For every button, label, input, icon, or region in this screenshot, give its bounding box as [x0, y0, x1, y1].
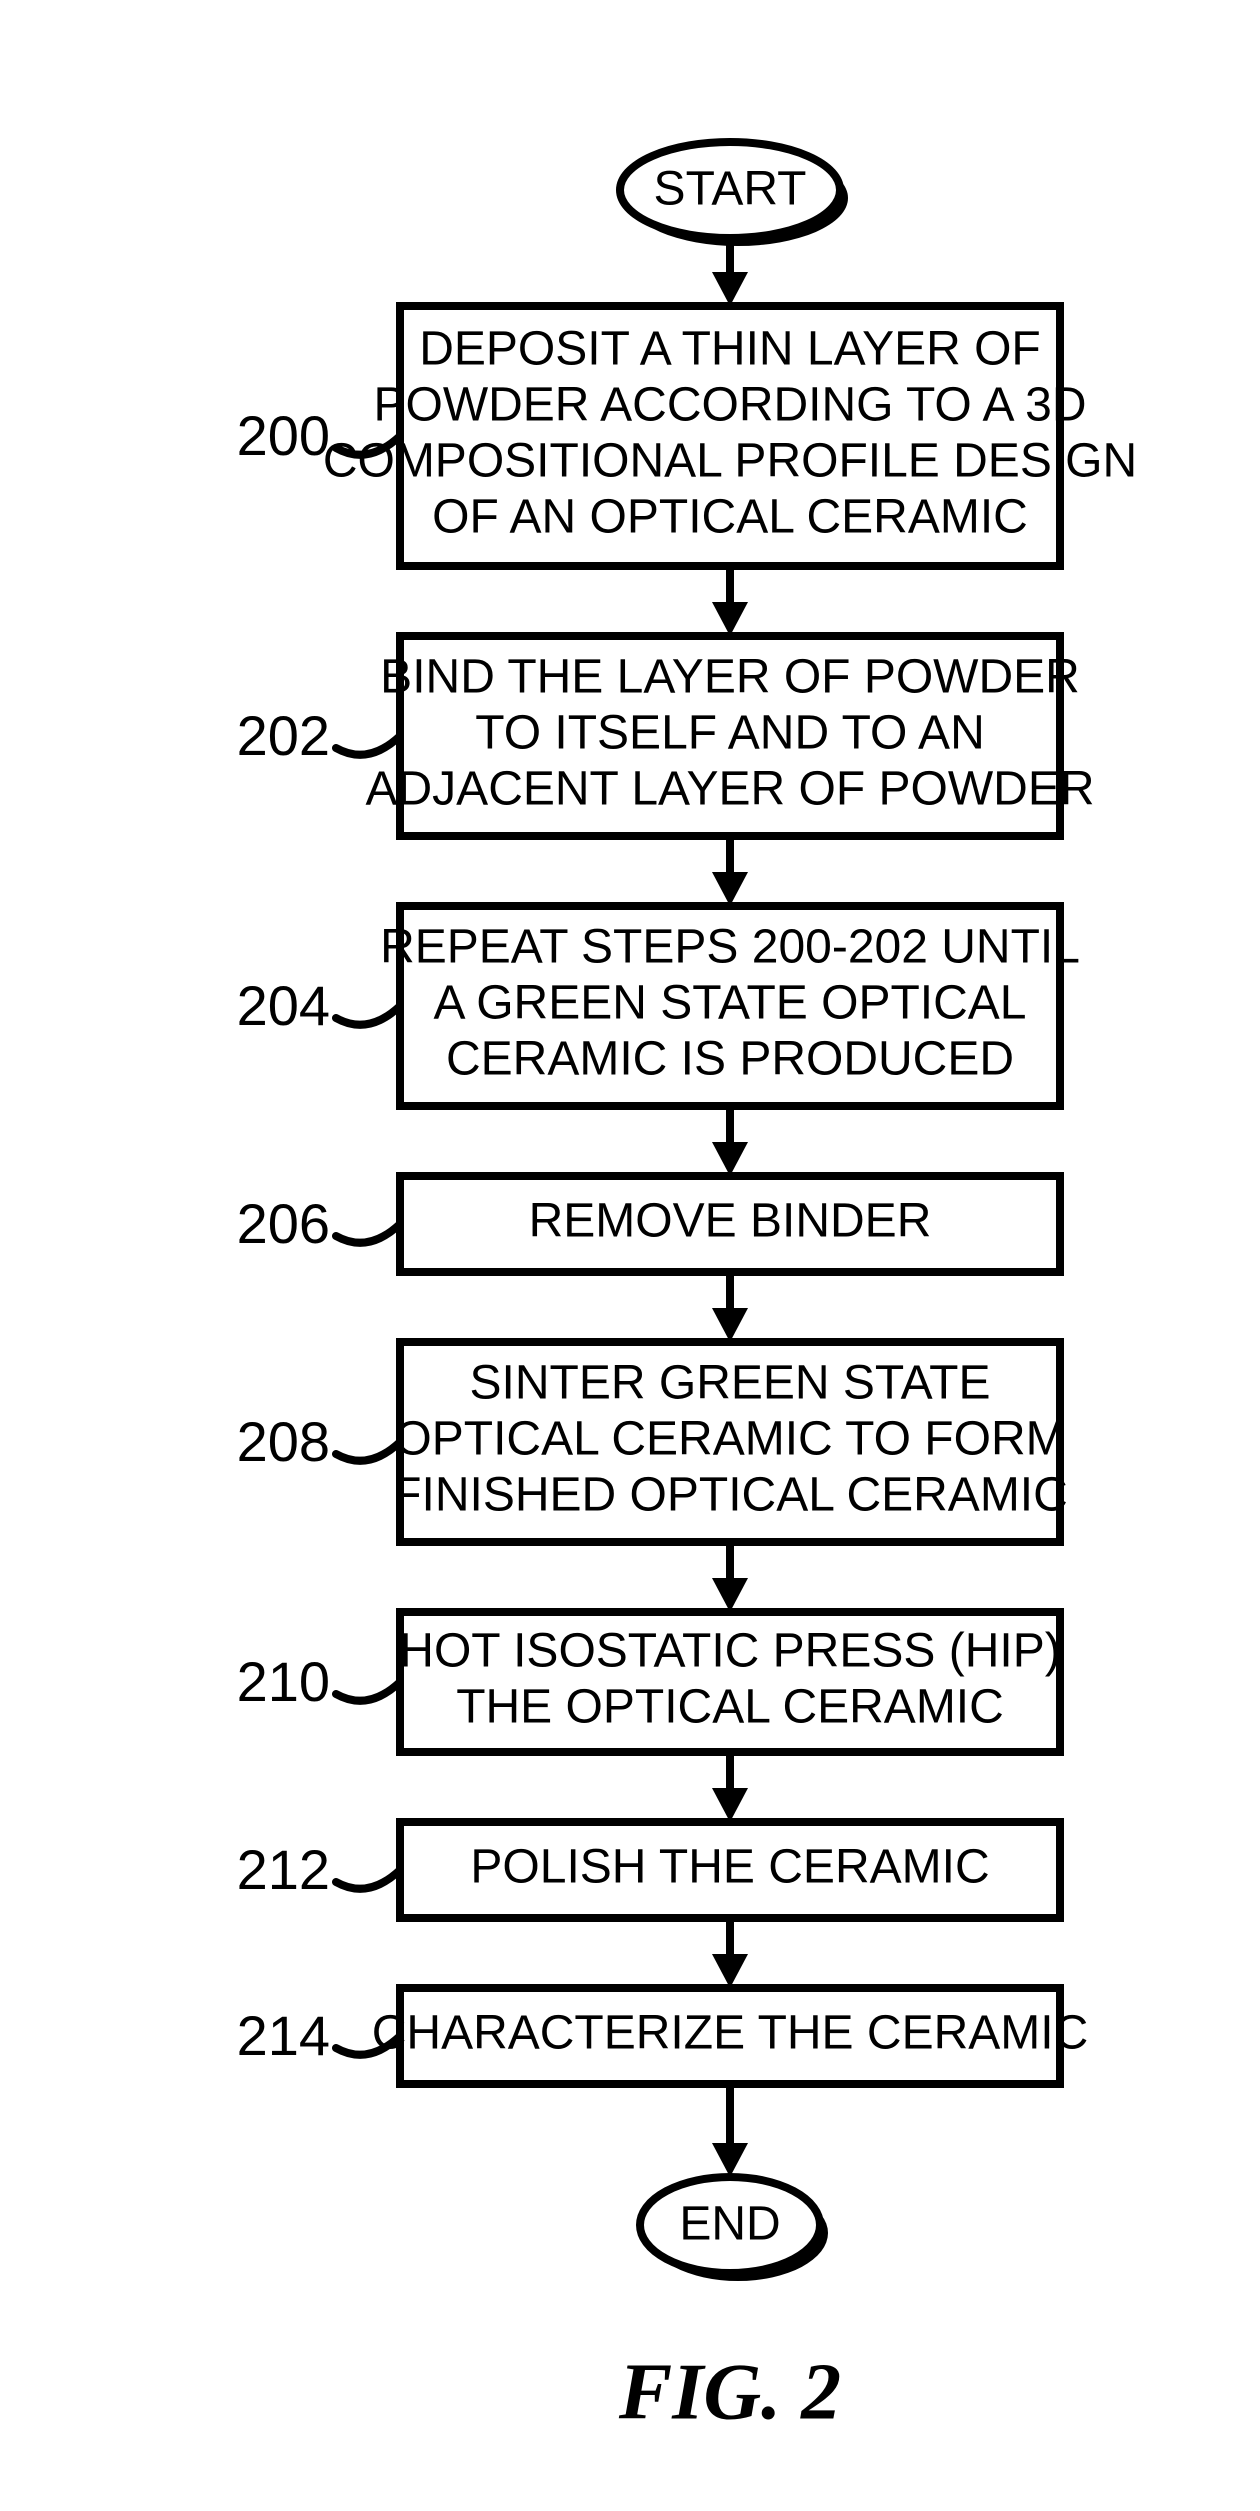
step-204-line-0: REPEAT STEPS 200-202 UNTIL	[380, 921, 1080, 974]
step-200-line-0: DEPOSIT A THIN LAYER OF	[419, 323, 1041, 376]
step-202-line-2: ADJACENT LAYER OF POWDER	[366, 763, 1095, 816]
step-210-line-0: HOT ISOSTATIC PRESS (HIP)	[399, 1625, 1060, 1678]
step-label-208: 208	[237, 1410, 330, 1473]
step-label-214: 214	[237, 2004, 330, 2067]
step-208-line-2: FINISHED OPTICAL CERAMIC	[392, 1469, 1068, 1522]
step-label-210: 210	[237, 1650, 330, 1713]
step-212-line-0: POLISH THE CERAMIC	[470, 1841, 989, 1894]
step-214-line-0: CHARACTERIZE THE CERAMIC	[372, 2007, 1089, 2060]
step-200-line-2: COMPOSITIONAL PROFILE DESIGN	[323, 435, 1137, 488]
end-terminal: END	[679, 2198, 780, 2251]
step-label-200: 200	[237, 404, 330, 467]
step-200-line-3: OF AN OPTICAL CERAMIC	[432, 491, 1028, 544]
step-206-line-0: REMOVE BINDER	[529, 1195, 932, 1248]
step-208-line-0: SINTER GREEN STATE	[470, 1357, 991, 1410]
step-202-line-0: BIND THE LAYER OF POWDER	[380, 651, 1080, 704]
step-label-206: 206	[237, 1192, 330, 1255]
step-202-line-1: TO ITSELF AND TO AN	[475, 707, 984, 760]
start-terminal: START	[654, 163, 807, 216]
step-204-line-2: CERAMIC IS PRODUCED	[446, 1033, 1014, 1086]
step-label-212: 212	[237, 1838, 330, 1901]
step-208-line-1: OPTICAL CERAMIC TO FORM	[394, 1413, 1065, 1466]
step-label-202: 202	[237, 704, 330, 767]
figure-caption: FIG. 2	[618, 2348, 841, 2436]
step-200-line-1: POWDER ACCORDING TO A 3D	[373, 379, 1086, 432]
step-label-204: 204	[237, 974, 330, 1037]
step-210-line-1: THE OPTICAL CERAMIC	[456, 1681, 1004, 1734]
step-204-line-1: A GREEN STATE OPTICAL	[433, 977, 1026, 1030]
